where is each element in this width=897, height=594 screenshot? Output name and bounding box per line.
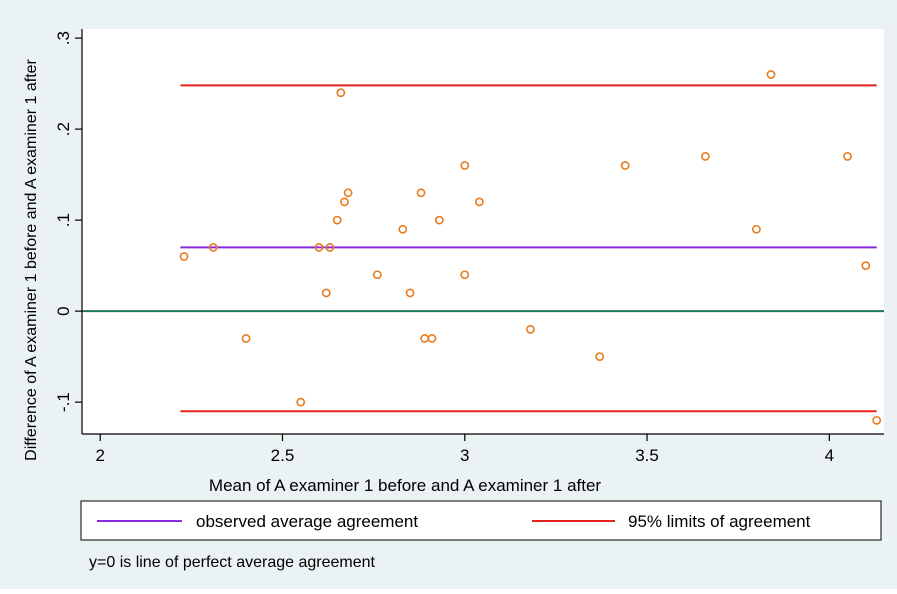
reference-lines bbox=[82, 84, 884, 413]
legend-box bbox=[80, 500, 882, 541]
plot-area bbox=[82, 29, 884, 434]
x-tick-label: 4 bbox=[825, 446, 834, 465]
y-tick-label: .1 bbox=[54, 213, 73, 227]
y-tick-label: .3 bbox=[54, 31, 73, 45]
footnote: y=0 is line of perfect average agreement bbox=[89, 554, 376, 571]
data-point bbox=[861, 261, 871, 271]
data-point bbox=[434, 215, 444, 225]
x-tick-label: 2.5 bbox=[271, 446, 295, 465]
y-axis-label: Difference of A examiner 1 before and A … bbox=[23, 58, 40, 460]
x-axis-ticks: 2 2.5 3 3.5 4 bbox=[95, 434, 834, 465]
data-point bbox=[340, 197, 349, 207]
data-point bbox=[314, 243, 324, 252]
data-point bbox=[525, 324, 535, 334]
data-point bbox=[372, 270, 382, 280]
data-point bbox=[343, 188, 353, 198]
data-point bbox=[241, 334, 251, 343]
data-point bbox=[405, 288, 415, 298]
y-tick-label: .2 bbox=[54, 122, 73, 136]
data-point bbox=[460, 270, 470, 280]
x-tick-label: 3 bbox=[460, 446, 469, 465]
data-point bbox=[321, 288, 331, 298]
y-axis-ticks: -.1 0 .1 .2 .3 bbox=[54, 31, 82, 412]
data-point bbox=[332, 215, 342, 225]
data-point bbox=[398, 224, 408, 234]
data-point bbox=[208, 243, 218, 252]
data-point bbox=[766, 70, 776, 79]
y-tick-label: 0 bbox=[54, 306, 73, 315]
legend-label-limits: 95% limits of agreement bbox=[628, 512, 811, 531]
data-point bbox=[325, 243, 335, 252]
data-point bbox=[336, 88, 346, 98]
data-point bbox=[700, 152, 710, 161]
data-point bbox=[752, 224, 761, 234]
legend: observed average agreement 95% limits of… bbox=[80, 500, 882, 541]
data-point bbox=[843, 152, 852, 161]
x-axis-label: Mean of A examiner 1 before and A examin… bbox=[209, 476, 602, 495]
y-tick-label: -.1 bbox=[54, 392, 73, 412]
data-points bbox=[179, 70, 882, 425]
data-point bbox=[460, 161, 470, 170]
data-point bbox=[620, 161, 630, 170]
data-point bbox=[474, 197, 484, 207]
data-point bbox=[427, 334, 437, 343]
data-point bbox=[872, 415, 882, 425]
data-point bbox=[296, 397, 306, 407]
data-point bbox=[179, 252, 189, 261]
x-tick-label: 2 bbox=[95, 446, 104, 465]
x-tick-label: 3.5 bbox=[635, 446, 659, 465]
data-point bbox=[595, 352, 605, 362]
data-point bbox=[416, 188, 426, 198]
legend-label-observed: observed average agreement bbox=[196, 512, 418, 531]
